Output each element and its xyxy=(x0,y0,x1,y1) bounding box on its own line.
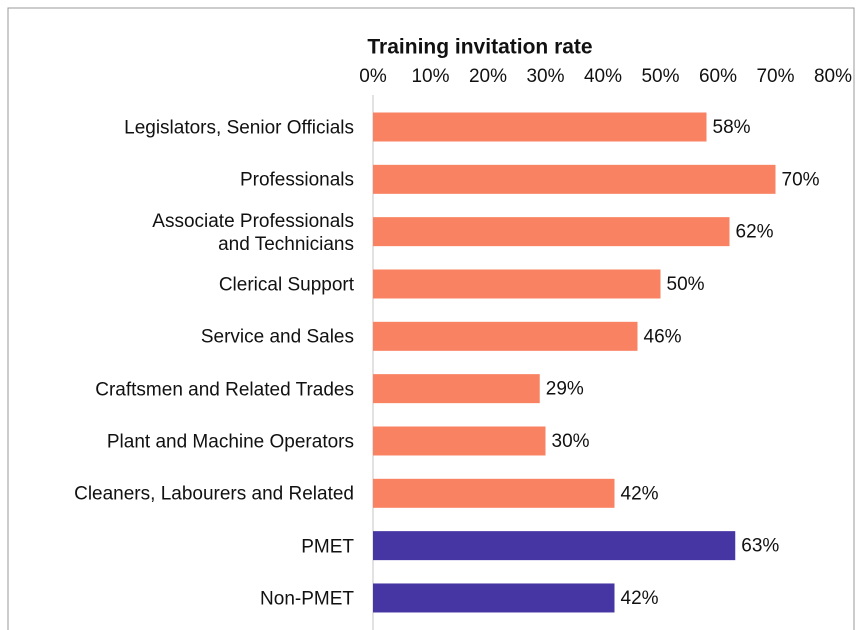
value-label: 63% xyxy=(741,536,779,557)
y-tick-label: Plant and Machine Operators xyxy=(106,431,354,453)
bar xyxy=(373,531,736,561)
bar xyxy=(373,583,615,613)
value-label: 29% xyxy=(546,379,584,400)
value-label: 42% xyxy=(621,588,659,609)
bar xyxy=(373,269,661,299)
y-tick-label: Non-PMET xyxy=(260,588,354,610)
y-tick-label: Service and Sales xyxy=(200,326,354,348)
x-tick-label: 60% xyxy=(699,66,737,87)
value-label: 62% xyxy=(736,222,774,243)
bar xyxy=(373,426,546,456)
value-label: 30% xyxy=(552,431,590,452)
chart-title: Training invitation rate xyxy=(367,36,592,59)
x-tick-label: 40% xyxy=(584,66,622,87)
frame xyxy=(7,7,855,630)
x-tick-label: 30% xyxy=(526,66,564,87)
value-label: 42% xyxy=(621,483,659,504)
y-tick-label: Professionals xyxy=(239,169,354,191)
x-tick-label: 80% xyxy=(814,66,852,87)
y-tick-label: Cleaners, Labourers and Related xyxy=(74,483,354,505)
y-tick-label: Legislators, Senior Officials xyxy=(124,117,354,139)
value-label: 50% xyxy=(667,274,705,295)
value-label: 46% xyxy=(644,326,682,347)
x-tick-label: 50% xyxy=(641,66,679,87)
bar xyxy=(373,112,707,142)
x-tick-label: 0% xyxy=(359,66,387,87)
bar xyxy=(373,478,615,508)
x-tick-label: 10% xyxy=(411,66,449,87)
y-tick-label: Clerical Support xyxy=(218,274,354,296)
x-tick-label: 70% xyxy=(756,66,794,87)
value-label: 70% xyxy=(782,169,820,190)
value-label: 58% xyxy=(713,117,751,138)
bar xyxy=(373,164,776,194)
y-tick-label: PMET xyxy=(301,536,354,558)
bar xyxy=(373,217,730,247)
bar xyxy=(373,321,638,351)
bar xyxy=(373,374,540,404)
y-tick-label: Craftsmen and Related Trades xyxy=(95,379,354,401)
y-tick-label: Associate Professionals and Technicians xyxy=(152,210,354,255)
x-tick-label: 20% xyxy=(469,66,507,87)
